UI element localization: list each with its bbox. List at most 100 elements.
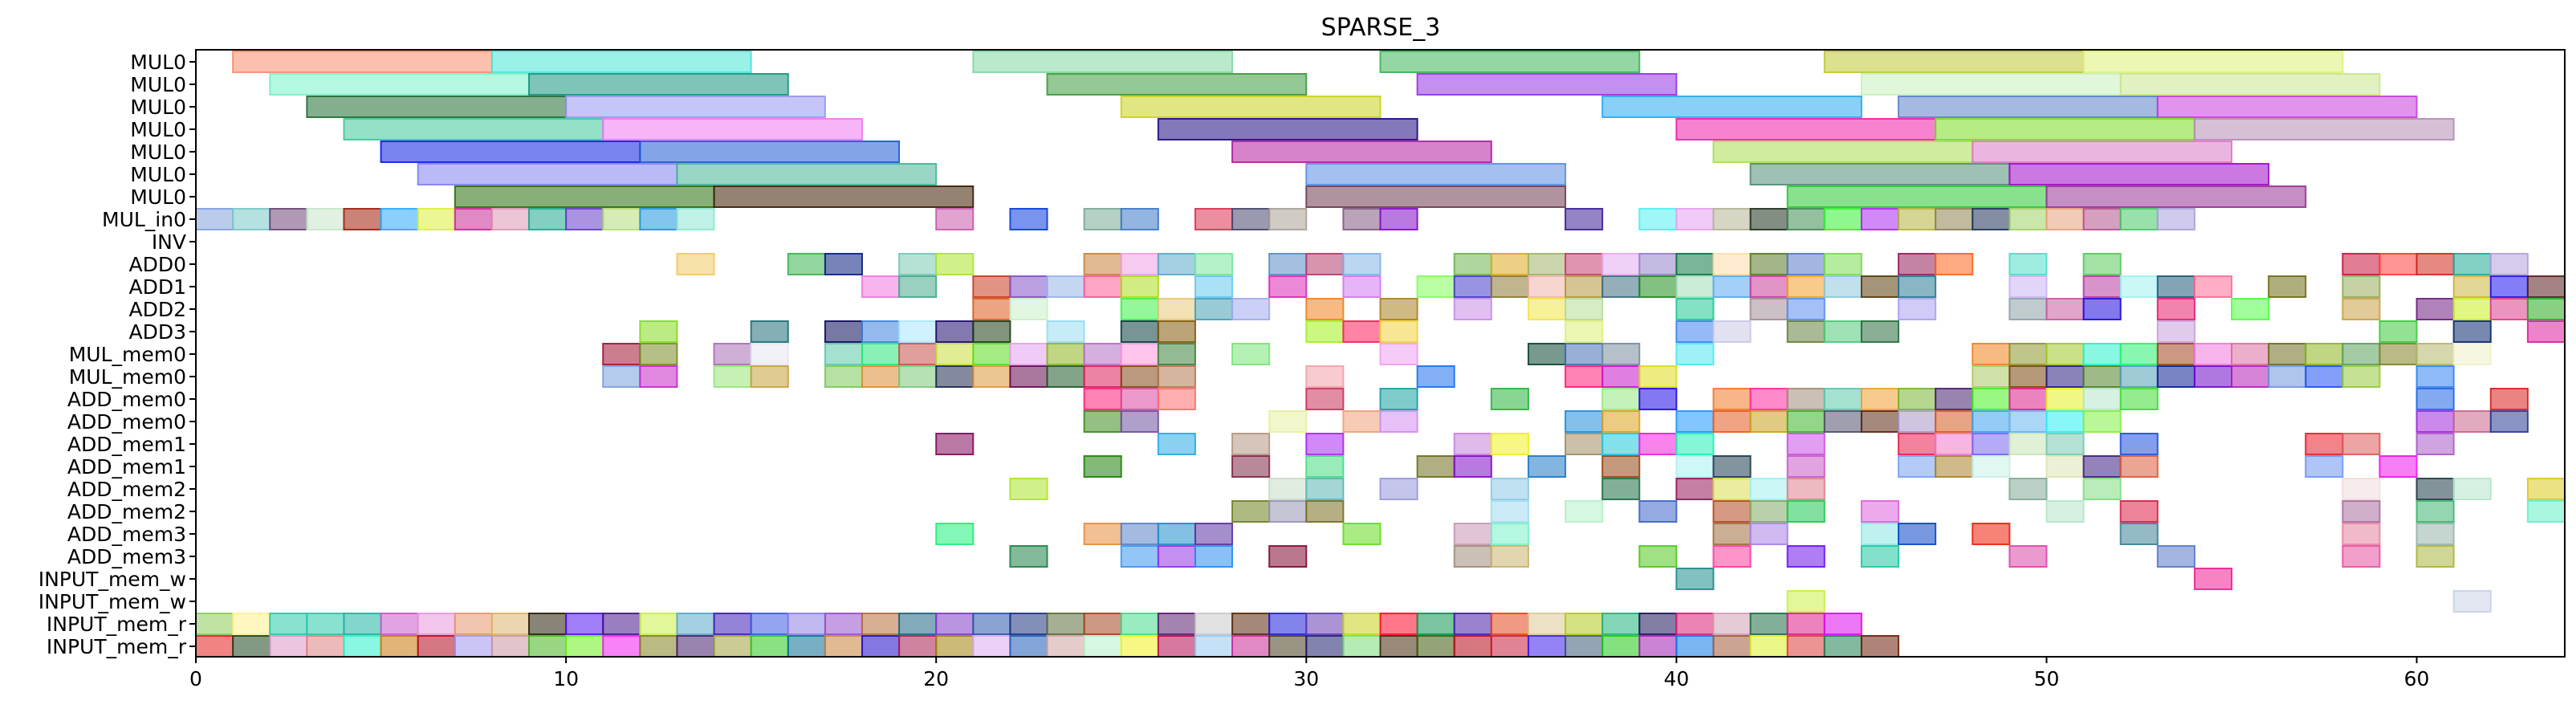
x-tick-label: 40	[1663, 667, 1689, 690]
task-bar	[1194, 613, 1234, 635]
y-tick-label: MUL_mem0	[69, 365, 186, 389]
task-bar	[2156, 208, 2196, 230]
task-bar	[527, 635, 568, 658]
task-bar	[232, 208, 271, 230]
task-bar	[1675, 410, 1715, 433]
task-bar	[1935, 118, 2196, 141]
task-bar	[2119, 500, 2159, 523]
task-bar	[1009, 365, 1048, 388]
task-bar	[1675, 343, 1715, 365]
task-bar	[2008, 365, 2048, 388]
task-bar	[565, 613, 604, 635]
task-bar	[2342, 500, 2381, 523]
task-bar	[1120, 410, 1159, 433]
task-bar	[935, 613, 975, 635]
task-bar	[380, 208, 419, 230]
task-bar	[2268, 365, 2307, 388]
task-bar	[1379, 208, 1418, 230]
y-tick-label: ADD_mem3	[67, 545, 186, 568]
task-bar	[1972, 208, 2011, 230]
task-bar	[1601, 388, 1641, 410]
task-bar	[1157, 388, 1196, 410]
task-bar	[565, 208, 604, 230]
task-bar	[1157, 343, 1196, 365]
task-bar	[1120, 523, 1159, 545]
task-bar	[1860, 635, 1900, 658]
task-bar	[1083, 388, 1122, 410]
x-tick-label: 60	[2404, 667, 2430, 690]
task-bar	[1194, 253, 1234, 275]
task-bar	[1898, 455, 1937, 478]
task-bar	[2379, 455, 2418, 478]
task-bar	[1601, 365, 1641, 388]
task-bar	[935, 208, 975, 230]
task-bar	[454, 613, 493, 635]
task-bar	[1898, 433, 1937, 455]
task-bar	[1305, 478, 1345, 500]
task-bar	[1453, 523, 1492, 545]
task-bar	[2082, 343, 2122, 365]
task-bar	[2156, 343, 2196, 365]
task-bar	[1898, 298, 1937, 320]
task-bar	[1786, 298, 1825, 320]
task-bar	[1675, 118, 1937, 141]
task-bar	[527, 73, 789, 96]
task-bar	[824, 365, 863, 388]
task-bar	[2342, 343, 2381, 365]
task-bar	[1379, 410, 1418, 433]
task-bar	[1601, 478, 1641, 500]
task-bar	[1601, 96, 1862, 118]
task-bar	[1120, 96, 1382, 118]
task-bar	[1453, 298, 1492, 320]
task-bar	[1972, 365, 2011, 388]
task-bar	[1453, 613, 1492, 635]
task-bar	[2342, 275, 2381, 298]
task-bar	[306, 613, 345, 635]
task-bar	[639, 141, 901, 163]
task-bar	[1749, 208, 1789, 230]
task-bar	[713, 185, 975, 208]
task-bar	[2119, 433, 2159, 455]
task-bar	[380, 141, 641, 163]
task-bar	[1157, 253, 1196, 275]
task-bar	[1675, 253, 1715, 275]
task-bar	[1638, 388, 1678, 410]
task-bar	[1342, 208, 1382, 230]
task-bar	[824, 343, 863, 365]
task-bar	[2415, 388, 2455, 410]
task-bar	[417, 613, 456, 635]
task-bars	[195, 51, 2566, 658]
task-bar	[1305, 433, 1345, 455]
task-bar	[898, 343, 938, 365]
task-bar	[1786, 635, 1825, 658]
task-bar	[1712, 275, 1752, 298]
task-bar	[2379, 253, 2418, 275]
task-bar	[972, 298, 1011, 320]
task-bar	[1046, 343, 1085, 365]
task-bar	[861, 275, 901, 298]
task-bar	[2045, 388, 2085, 410]
task-bar	[1305, 635, 1345, 658]
task-bar	[232, 613, 271, 635]
task-bar	[2415, 298, 2455, 320]
task-bar	[2045, 433, 2085, 455]
task-bar	[2342, 433, 2381, 455]
task-bar	[2119, 73, 2381, 96]
task-bar	[1231, 208, 1271, 230]
task-bar	[2008, 433, 2048, 455]
task-bar	[676, 613, 715, 635]
task-bar	[1046, 613, 1085, 635]
task-bar	[1860, 73, 2122, 96]
task-bar	[1712, 208, 1752, 230]
task-bar	[1083, 523, 1122, 545]
y-tick-label: MUL_in0	[102, 208, 186, 231]
task-bar	[935, 343, 975, 365]
task-bar	[1231, 635, 1271, 658]
task-bar	[1194, 298, 1234, 320]
task-bar	[2452, 253, 2492, 275]
task-bar	[1860, 545, 1900, 568]
task-bar	[750, 320, 789, 343]
task-bar	[824, 320, 863, 343]
task-bar	[972, 635, 1011, 658]
task-bar	[1083, 275, 1122, 298]
